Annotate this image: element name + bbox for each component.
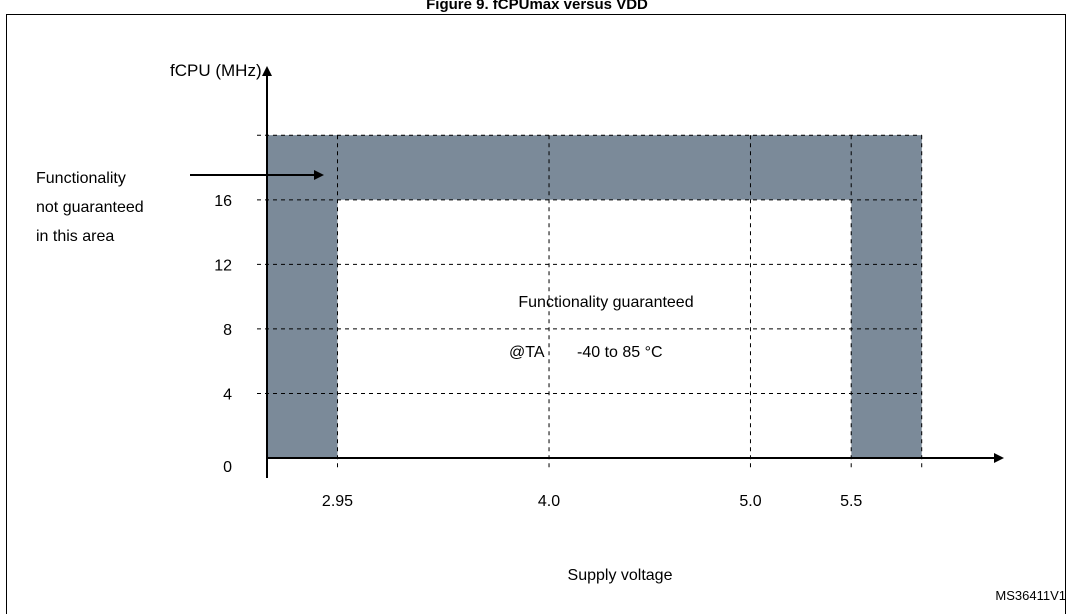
not-guaranteed-region-left — [267, 135, 338, 459]
x-tick-label-3: 5.5 — [840, 493, 862, 510]
not-guaranteed-region-right — [851, 135, 922, 459]
figure-frame — [6, 14, 1066, 614]
y-tick-labels: 0 4 8 12 16 — [214, 193, 232, 476]
x-tick-label-1: 4.0 — [538, 493, 560, 510]
condition-prefix: @TA — [509, 344, 545, 361]
x-tick-label-0: 2.95 — [322, 493, 353, 510]
not-guaranteed-label-line-1: not guaranteed — [36, 199, 144, 216]
x-axis-label: Supply voltage — [568, 567, 673, 584]
not-guaranteed-region-top — [267, 135, 922, 200]
x-tick-label-2: 5.0 — [739, 493, 761, 510]
y-tick-label-2: 8 — [223, 322, 232, 339]
y-tick-label-4: 16 — [214, 193, 232, 210]
figure-title: Figure 9. fCPUmax versus VDD — [426, 0, 648, 13]
not-guaranteed-label: Functionality not guaranteed in this area — [36, 170, 144, 245]
axes — [262, 66, 1004, 478]
grid — [257, 134, 923, 470]
condition-value: -40 to 85 °C — [577, 344, 663, 361]
y-tick-label-0: 0 — [223, 459, 232, 476]
y-axis-label: fCPU (MHz) — [170, 61, 262, 80]
reference-code: MS36411V1 — [995, 588, 1066, 603]
guaranteed-label: Functionality guaranteed — [518, 294, 693, 311]
x-tick-labels: 2.95 4.0 5.0 5.5 — [322, 493, 862, 510]
y-tick-label-3: 12 — [214, 257, 232, 274]
not-guaranteed-label-line-2: in this area — [36, 228, 114, 245]
y-tick-label-1: 4 — [223, 386, 232, 403]
not-guaranteed-label-line-0: Functionality — [36, 170, 126, 187]
